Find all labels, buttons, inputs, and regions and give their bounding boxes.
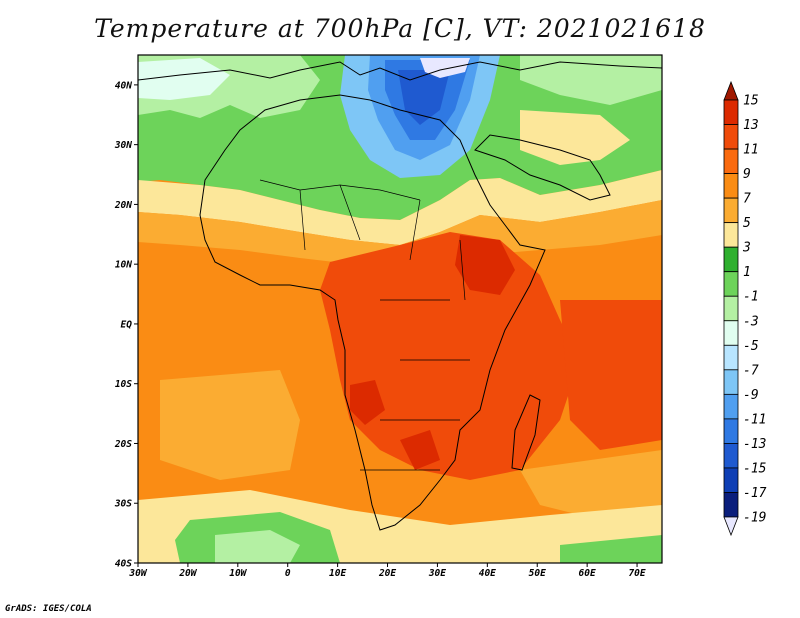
- lat-tick-label: 40S: [115, 559, 132, 570]
- country-borders: [259, 179, 470, 471]
- field-lightorange-band: [138, 200, 662, 265]
- colorbar-label: 1: [743, 265, 751, 280]
- colorbar-label: 11: [743, 143, 759, 158]
- colorbar-swatch: [723, 148, 739, 174]
- colorbar-swatch: [723, 443, 739, 469]
- colorbar-swatch: [723, 197, 739, 224]
- colorbar-label: -13: [743, 437, 766, 452]
- field-yellow-band: [138, 170, 662, 245]
- colorbar-label: -11: [743, 412, 766, 427]
- colorbar-label: -5: [743, 339, 759, 354]
- lon-tick-label: 50E: [529, 568, 546, 579]
- longitude-axis: 30W 20W 10W 0 10E 20E 30E 40E 50E 60E 70E: [128, 563, 646, 579]
- map-title: Temperature at 700hPa [C], VT: 202102161…: [94, 14, 706, 43]
- grads-credit: GrADS: IGES/COLA: [5, 604, 92, 614]
- colorbar-swatch: [723, 418, 739, 444]
- field-hot-3: [350, 380, 385, 425]
- lon-tick-label: 20W: [178, 568, 197, 579]
- colorbar-swatch: [723, 222, 739, 248]
- colorbar-swatch: [723, 492, 739, 518]
- field-blue-4: [398, 70, 450, 125]
- lon-tick-label: 60E: [579, 568, 596, 579]
- lat-tick-label: 10S: [115, 379, 132, 390]
- africa-coastline: [199, 94, 546, 531]
- lon-tick-label: 10W: [229, 568, 247, 579]
- colorbar-label: -17: [743, 486, 767, 501]
- latitude-axis: 40N 30N 20N 10N EQ 10S 20S 30S 40S: [114, 80, 138, 570]
- lon-tick-label: 30E: [428, 568, 446, 579]
- colorbar-label: 15: [743, 94, 759, 109]
- field-lightgreen-east: [520, 55, 662, 105]
- field-yellow-arabia: [520, 110, 630, 165]
- colorbar-swatch: [723, 173, 739, 199]
- lat-tick-label: 40N: [115, 80, 132, 91]
- coastlines: [138, 61, 662, 531]
- field-atlantic-lightorange: [160, 370, 300, 480]
- field-southindian-lightorange: [520, 450, 662, 520]
- colorbar-swatch: [723, 271, 739, 297]
- field-cyan-north: [138, 58, 230, 100]
- field-hot-ocean-east: [560, 300, 662, 450]
- colorbar: 15 13 11 9 7 5 3 1 -1 -3 -5 -7 -9 -11 -13 -15 -17 -19: [723, 80, 767, 537]
- colorbar-label: -15: [743, 461, 767, 476]
- colorbar-swatch: [723, 393, 739, 420]
- lat-tick-label: 30S: [114, 499, 132, 510]
- field-south-green-2: [560, 535, 662, 563]
- colorbar-label: 3: [742, 241, 751, 256]
- colorbar-swatch: [723, 295, 739, 322]
- plot-frame: [137, 54, 663, 564]
- madagascar-coastline: [511, 394, 541, 471]
- colorbar-label: -19: [743, 511, 766, 526]
- colorbar-label: -9: [743, 388, 759, 403]
- lon-tick-label: 70E: [628, 568, 645, 579]
- field-hot-1: [320, 232, 580, 480]
- lat-tick-label: 20N: [114, 200, 132, 211]
- lon-tick-label: 20E: [378, 568, 396, 579]
- arabia-coastline: [474, 134, 611, 201]
- lon-tick-label: 10E: [329, 568, 346, 579]
- colorbar-label: 13: [743, 118, 759, 133]
- colorbar-label: -3: [743, 314, 759, 329]
- lon-tick-label: 30W: [128, 568, 147, 579]
- lat-tick-label: 20S: [114, 439, 132, 450]
- colorbar-bottom-arrow: [723, 516, 739, 537]
- lat-tick-label: 10N: [115, 260, 132, 271]
- colorbar-top-arrow: [723, 80, 739, 101]
- lon-tick-label: 0: [285, 568, 291, 579]
- colorbar-label: -1: [743, 290, 759, 305]
- lat-tick-label: EQ: [121, 319, 133, 330]
- colorbar-swatch: [723, 467, 739, 493]
- field-south-lightgreen: [215, 530, 300, 563]
- colorbar-swatch: [723, 344, 739, 371]
- europe-coastline: [138, 61, 662, 81]
- field-hot-2: [455, 235, 515, 295]
- colorbar-label: -7: [743, 363, 759, 378]
- colorbar-swatch: [723, 246, 739, 273]
- colorbar-label: 9: [743, 167, 751, 182]
- temperature-field: [138, 55, 662, 563]
- colorbar-swatch: [723, 320, 739, 346]
- colorbar-label: 7: [743, 192, 751, 207]
- colorbar-swatch: [723, 124, 739, 150]
- colorbar-swatch: [723, 99, 739, 125]
- colorbar-label: 5: [743, 216, 751, 231]
- field-hot-4: [400, 430, 440, 470]
- lon-tick-label: 40E: [479, 568, 496, 579]
- lat-tick-label: 30N: [114, 140, 132, 151]
- colorbar-swatch: [723, 369, 739, 395]
